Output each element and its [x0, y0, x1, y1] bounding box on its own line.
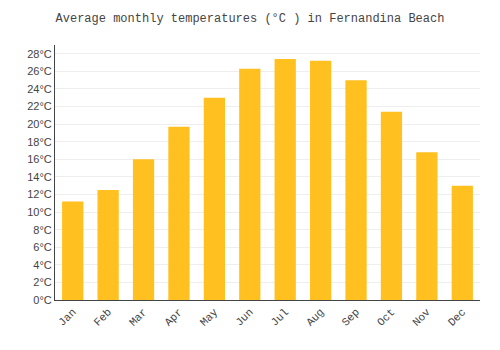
svg-text:Aug: Aug [304, 306, 326, 328]
svg-text:2°C: 2°C [33, 276, 52, 288]
svg-text:16°C: 16°C [27, 153, 52, 165]
svg-text:Average monthly temperatures (: Average monthly temperatures (°C ) in Fe… [56, 12, 445, 26]
svg-text:0°C: 0°C [33, 294, 52, 306]
svg-text:Sep: Sep [340, 306, 362, 328]
svg-text:Jan: Jan [56, 306, 78, 328]
svg-text:Oct: Oct [375, 306, 397, 328]
svg-text:12°C: 12°C [27, 188, 52, 200]
svg-text:Dec: Dec [446, 306, 468, 328]
svg-text:10°C: 10°C [27, 206, 52, 218]
svg-text:Jul: Jul [269, 306, 291, 328]
svg-text:26°C: 26°C [27, 65, 52, 77]
svg-text:14°C: 14°C [27, 171, 52, 183]
svg-text:May: May [198, 306, 221, 329]
svg-text:Apr: Apr [162, 306, 184, 328]
svg-text:20°C: 20°C [27, 118, 52, 130]
svg-text:4°C: 4°C [33, 259, 52, 271]
svg-text:Nov: Nov [410, 306, 433, 329]
svg-text:Jun: Jun [233, 306, 255, 328]
svg-text:28°C: 28°C [27, 48, 52, 60]
svg-text:Mar: Mar [127, 306, 149, 328]
svg-text:18°C: 18°C [27, 136, 52, 148]
svg-text:24°C: 24°C [27, 83, 52, 95]
svg-text:8°C: 8°C [33, 224, 52, 236]
svg-text:Feb: Feb [92, 306, 114, 328]
svg-text:22°C: 22°C [27, 100, 52, 112]
svg-text:6°C: 6°C [33, 241, 52, 253]
